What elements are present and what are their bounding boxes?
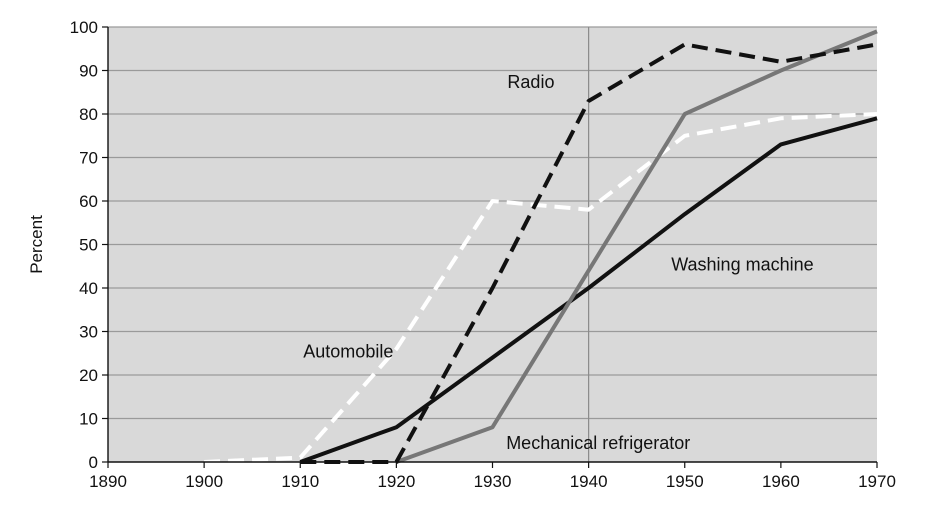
y-axis-title: Percent (27, 215, 46, 274)
x-tick-label: 1930 (474, 472, 512, 491)
x-tick-label: 1910 (281, 472, 319, 491)
series-line-automobile (204, 112, 878, 464)
x-tick-label: 1890 (89, 472, 127, 491)
series-label: Washing machine (671, 255, 813, 275)
y-axis-ticks: 0 10 20 30 40 50 60 70 80 90 100 (70, 18, 108, 472)
series-label: Mechanical refrigerator (506, 433, 690, 453)
x-tick-label: 1950 (666, 472, 704, 491)
y-tick-label: 70 (79, 149, 98, 168)
y-tick-label: 60 (79, 192, 98, 211)
y-tick-label: 90 (79, 62, 98, 81)
x-tick-label: 1960 (762, 472, 800, 491)
y-tick-label: 80 (79, 105, 98, 124)
series-line-mechanical-refrigerator (395, 29, 878, 464)
y-tick-label: 40 (79, 279, 98, 298)
y-tick-label: 10 (79, 410, 98, 429)
x-tick-label: 1940 (570, 472, 608, 491)
x-axis-ticks: 1890 1900 1910 1920 1930 1940 1950 1960 1970 (89, 462, 896, 491)
series-label: Automobile (303, 342, 393, 362)
y-tick-label: 30 (79, 323, 98, 342)
x-tick-label: 1920 (377, 472, 415, 491)
x-tick-label: 1970 (858, 472, 896, 491)
y-tick-label: 0 (89, 453, 98, 472)
series-labels: Radio Washing machine Automobile Mechanical… (303, 72, 813, 453)
x-tick-label: 1900 (185, 472, 223, 491)
y-tick-label: 100 (70, 18, 98, 37)
y-tick-label: 50 (79, 236, 98, 255)
y-tick-label: 20 (79, 366, 98, 385)
series-label: Radio (507, 72, 554, 92)
series-line-washing-machine (299, 116, 878, 464)
